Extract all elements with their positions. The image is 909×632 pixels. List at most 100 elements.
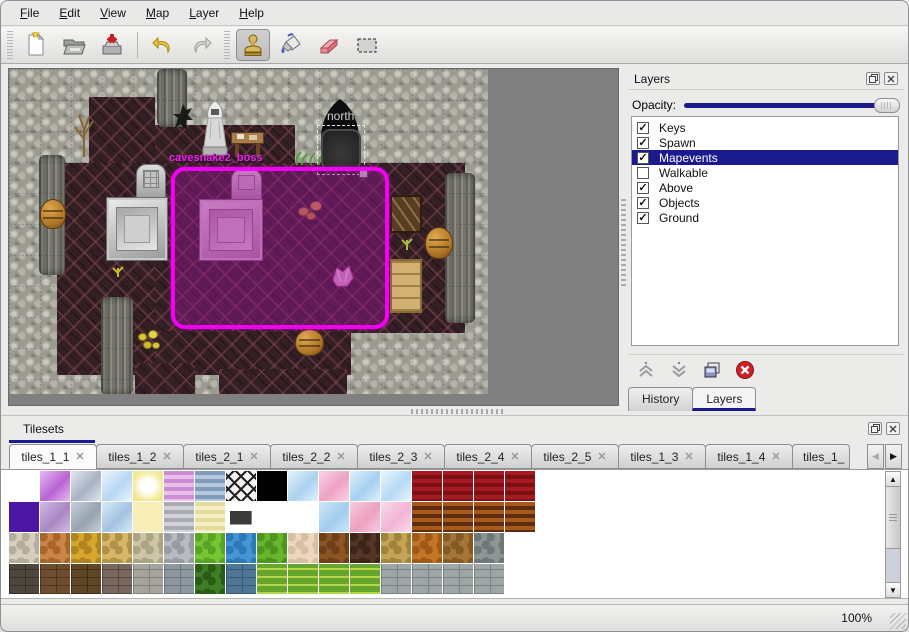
select-tool-icon[interactable] xyxy=(350,29,384,61)
palette-tile-r3c6[interactable] xyxy=(195,564,226,595)
palette-tile-r0c7[interactable] xyxy=(226,471,257,502)
undo-icon[interactable] xyxy=(146,29,180,61)
palette-tile-r2c0[interactable] xyxy=(9,533,40,564)
tileset-tab-tiles_1_1[interactable]: tiles_1_1 ✕ xyxy=(9,444,97,469)
palette-tile-r3c11[interactable] xyxy=(350,564,381,595)
palette-tile-r0c12[interactable] xyxy=(381,471,412,502)
tileset-tab-tiles_2_5[interactable]: tiles_2_5 ✕ xyxy=(531,444,619,469)
palette-tile-r1c11[interactable] xyxy=(350,502,381,533)
duplicate-layer-icon[interactable] xyxy=(700,358,724,382)
palette-tile-r2c13[interactable] xyxy=(412,533,443,564)
layer-row-spawn[interactable]: ✓ Spawn xyxy=(632,135,898,150)
palette-tile-r2c12[interactable] xyxy=(381,533,412,564)
tileset-tab-tiles_1_[interactable]: tiles_1_ xyxy=(792,444,850,469)
palette-tile-r3c4[interactable] xyxy=(133,564,164,595)
close-tab-icon[interactable]: ✕ xyxy=(684,451,694,463)
palette-tile-r1c14[interactable] xyxy=(443,502,474,533)
palette-tile-r3c5[interactable] xyxy=(164,564,195,595)
float-panel-icon[interactable] xyxy=(868,422,882,435)
layer-row-mapevents[interactable]: ✓ Mapevents xyxy=(632,150,898,165)
palette-tile-r3c14[interactable] xyxy=(443,564,474,595)
palette-tile-r2c7[interactable] xyxy=(226,533,257,564)
open-file-icon[interactable] xyxy=(57,29,91,61)
palette-tile-r1c10[interactable] xyxy=(319,502,350,533)
palette-tile-r1c16[interactable] xyxy=(505,502,536,533)
tileset-tab-tiles_2_3[interactable]: tiles_2_3 ✕ xyxy=(357,444,445,469)
redo-icon[interactable] xyxy=(184,29,218,61)
layer-row-objects[interactable]: ✓ Objects xyxy=(632,195,898,210)
palette-tile-r2c14[interactable] xyxy=(443,533,474,564)
palette-tile-r1c1[interactable] xyxy=(40,502,71,533)
layer-visibility-checkbox[interactable]: ✓ xyxy=(637,121,649,134)
palette-tile-r0c6[interactable] xyxy=(195,471,226,502)
close-tab-icon[interactable]: ✕ xyxy=(249,451,259,463)
selected-map-event-outline[interactable] xyxy=(317,125,365,175)
tab-scroll-left-icon[interactable]: ◀ xyxy=(867,444,884,469)
tileset-tab-tiles_2_2[interactable]: tiles_2_2 ✕ xyxy=(270,444,358,469)
palette-tile-r1c13[interactable] xyxy=(412,502,443,533)
tile-palette[interactable]: ▲ ▼ xyxy=(1,469,908,599)
palette-tile-r0c5[interactable] xyxy=(164,471,195,502)
vertical-splitter[interactable] xyxy=(621,196,626,286)
tileset-tab-tiles_2_1[interactable]: tiles_2_1 ✕ xyxy=(183,444,271,469)
palette-tile-r0c11[interactable] xyxy=(350,471,381,502)
layer-visibility-checkbox[interactable]: ✓ xyxy=(637,151,649,164)
menu-layer[interactable]: Layer xyxy=(189,6,220,20)
menu-map[interactable]: Map xyxy=(145,6,170,20)
palette-tile-r2c4[interactable] xyxy=(133,533,164,564)
palette-tile-r3c9[interactable] xyxy=(288,564,319,595)
menu-view[interactable]: View xyxy=(100,6,126,20)
raise-layer-icon[interactable] xyxy=(634,358,658,382)
tab-scroll-right-icon[interactable]: ▶ xyxy=(885,444,902,469)
opacity-slider[interactable] xyxy=(684,97,900,113)
close-tab-icon[interactable]: ✕ xyxy=(423,451,433,463)
palette-tile-r0c15[interactable] xyxy=(474,471,505,502)
layer-row-ground[interactable]: ✓ Ground xyxy=(632,210,898,225)
palette-tile-r3c15[interactable] xyxy=(474,564,505,595)
dock-tab-layers[interactable]: Layers xyxy=(692,387,757,411)
palette-tile-r0c16[interactable] xyxy=(505,471,536,502)
layer-visibility-checkbox[interactable]: ✓ xyxy=(637,196,649,209)
palette-tile-r2c2[interactable] xyxy=(71,533,102,564)
palette-tile-r0c9[interactable] xyxy=(288,471,319,502)
palette-tile-r0c4[interactable] xyxy=(133,471,164,502)
palette-tile-r1c4[interactable] xyxy=(133,502,164,533)
scroll-up-icon[interactable]: ▲ xyxy=(886,472,900,487)
menu-help[interactable]: Help xyxy=(239,6,264,20)
palette-tile-r2c9[interactable] xyxy=(288,533,319,564)
menu-file[interactable]: File xyxy=(20,6,40,20)
map-canvas-viewport[interactable]: north cavesnake2_boss xyxy=(8,68,619,406)
palette-tile-r0c2[interactable] xyxy=(71,471,102,502)
close-panel-icon[interactable] xyxy=(886,422,900,435)
palette-tile-r0c3[interactable] xyxy=(102,471,133,502)
palette-tile-r1c5[interactable] xyxy=(164,502,195,533)
palette-tile-r3c2[interactable] xyxy=(71,564,102,595)
lower-layer-icon[interactable] xyxy=(667,358,691,382)
palette-tile-r1c15[interactable] xyxy=(474,502,505,533)
close-tab-icon[interactable]: ✕ xyxy=(336,451,346,463)
palette-tile-r1c8[interactable] xyxy=(257,502,288,533)
opacity-slider-track[interactable] xyxy=(684,103,898,108)
palette-tile-r3c3[interactable] xyxy=(102,564,133,595)
map-selection[interactable] xyxy=(171,167,389,329)
tileset-tab-tiles_1_3[interactable]: tiles_1_3 ✕ xyxy=(618,444,706,469)
palette-tile-r3c7[interactable] xyxy=(226,564,257,595)
scrollbar-thumb[interactable] xyxy=(886,487,900,549)
palette-tile-r2c11[interactable] xyxy=(350,533,381,564)
map-canvas[interactable]: north cavesnake2_boss xyxy=(9,69,488,394)
palette-tile-r1c9[interactable] xyxy=(288,502,319,533)
close-panel-icon[interactable] xyxy=(884,72,898,85)
horizontal-splitter[interactable] xyxy=(411,409,506,414)
layer-row-above[interactable]: ✓ Above xyxy=(632,180,898,195)
palette-tile-r1c12[interactable] xyxy=(381,502,412,533)
palette-tile-r3c8[interactable] xyxy=(257,564,288,595)
tileset-tab-tiles_1_2[interactable]: tiles_1_2 ✕ xyxy=(96,444,184,469)
palette-tile-r0c8[interactable] xyxy=(257,471,288,502)
palette-tile-r2c10[interactable] xyxy=(319,533,350,564)
palette-tile-r0c1[interactable] xyxy=(40,471,71,502)
stamp-tool-icon[interactable] xyxy=(236,29,270,61)
close-tab-icon[interactable]: ✕ xyxy=(510,451,520,463)
float-panel-icon[interactable] xyxy=(866,72,880,85)
layer-row-walkable[interactable]: Walkable xyxy=(632,165,898,180)
palette-tile-r2c8[interactable] xyxy=(257,533,288,564)
